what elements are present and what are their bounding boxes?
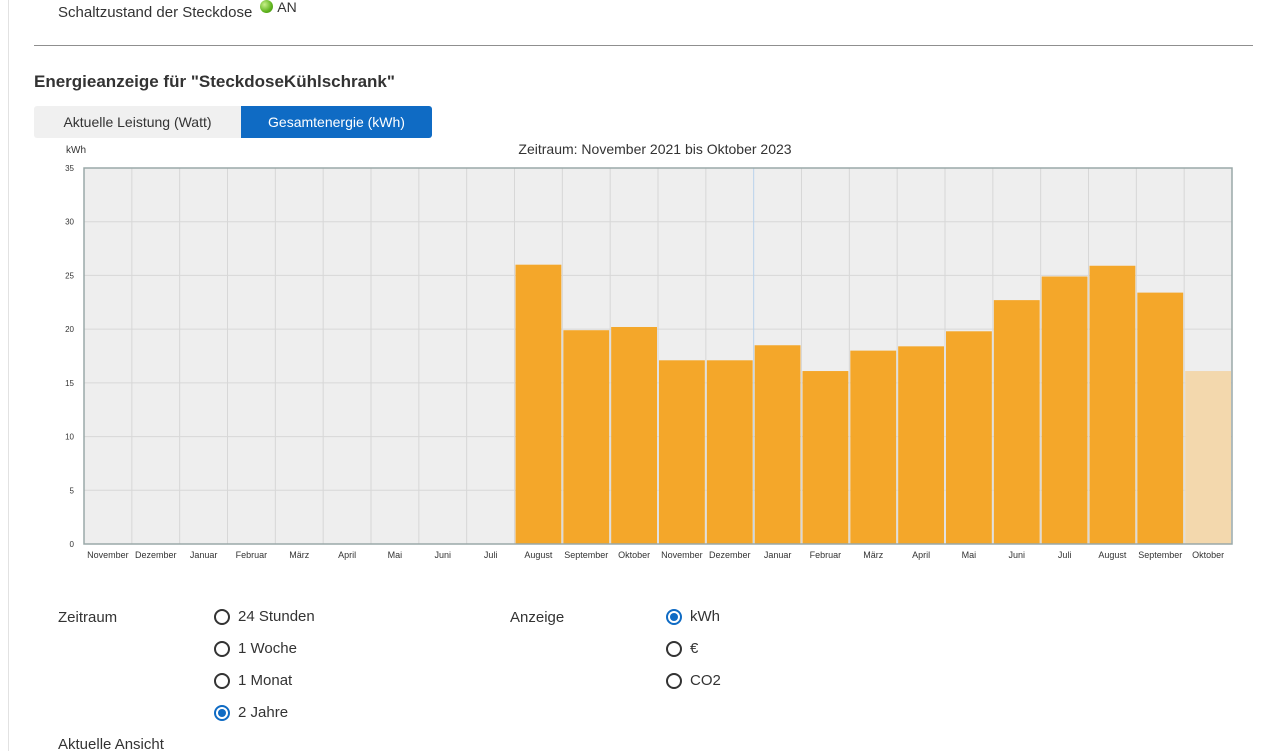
- energy-tabs: Aktuelle Leistung (Watt) Gesamtenergie (…: [34, 106, 432, 138]
- x-tick-label: April: [912, 550, 930, 560]
- x-tick-label: Oktober: [618, 550, 650, 560]
- display-label: Anzeige: [510, 609, 565, 626]
- period-option-label: 1 Woche: [238, 640, 297, 657]
- x-tick-label: Dezember: [135, 550, 177, 560]
- bar: [706, 360, 753, 544]
- period-option[interactable]: 2 Jahre: [214, 704, 288, 721]
- x-tick-label: November: [661, 550, 703, 560]
- switch-status-label: Schaltzustand der Steckdose: [58, 4, 253, 21]
- chart-title: Zeitraum: November 2021 bis Oktober 2023: [518, 141, 791, 157]
- radio-button[interactable]: [666, 672, 682, 689]
- bar: [515, 264, 562, 544]
- bar: [1137, 292, 1184, 544]
- radio-button[interactable]: [214, 704, 230, 721]
- plot-frame: [83, 167, 1233, 545]
- period-option-label: 1 Monat: [238, 672, 293, 689]
- y-tick-label: 0: [70, 540, 75, 549]
- energy-bar-chart: Zeitraum: November 2021 bis Oktober 2023…: [65, 141, 1233, 560]
- bar: [946, 331, 992, 544]
- period-option[interactable]: 1 Monat: [214, 672, 292, 689]
- display-option[interactable]: CO2: [666, 672, 721, 689]
- x-tick-label: Dezember: [709, 550, 751, 560]
- energy-heading: Energieanzeige für "SteckdoseKühlschrank…: [34, 72, 395, 91]
- bar: [898, 346, 944, 544]
- period-option-label: 24 Stunden: [238, 608, 315, 625]
- display-option-label: kWh: [690, 608, 720, 625]
- x-tick-label: September: [1138, 550, 1182, 560]
- period-option-label: 2 Jahre: [238, 704, 289, 721]
- tab-total-energy[interactable]: Gesamtenergie (kWh): [241, 106, 432, 138]
- y-tick-label: 5: [70, 486, 75, 495]
- period-label: Zeitraum: [58, 609, 118, 626]
- section-divider: [34, 45, 1253, 46]
- current-view-label: Aktuelle Ansicht: [58, 736, 164, 753]
- radio-button[interactable]: [666, 640, 682, 657]
- page-left-border: [8, 0, 9, 751]
- y-axis-label: kWh: [66, 145, 86, 156]
- y-tick-label: 10: [65, 433, 74, 442]
- x-tick-label: April: [338, 550, 356, 560]
- bar: [659, 360, 705, 544]
- x-tick-label: September: [564, 550, 608, 560]
- switch-status-value: AN: [277, 0, 297, 15]
- radio-button[interactable]: [666, 608, 682, 625]
- period-option[interactable]: 1 Woche: [214, 640, 297, 657]
- x-tick-label: November: [87, 550, 129, 560]
- bar: [611, 326, 657, 544]
- y-tick-label: 20: [65, 325, 74, 334]
- period-option[interactable]: 24 Stunden: [214, 608, 315, 625]
- bar: [802, 371, 849, 544]
- x-tick-label: Mai: [962, 550, 977, 560]
- bar: [563, 330, 610, 544]
- x-tick-label: August: [1098, 550, 1127, 560]
- switch-status-row: Schaltzustand der Steckdose AN: [58, 0, 297, 21]
- tab-current-power[interactable]: Aktuelle Leistung (Watt): [34, 106, 241, 138]
- radio-button[interactable]: [214, 672, 230, 689]
- radio-button[interactable]: [214, 608, 230, 625]
- bar: [1041, 276, 1088, 544]
- x-tick-label: August: [524, 550, 553, 560]
- display-option[interactable]: €: [666, 640, 698, 657]
- radio-button[interactable]: [214, 640, 230, 657]
- x-tick-label: März: [289, 550, 309, 560]
- bar-partial: [1185, 371, 1231, 544]
- y-tick-label: 15: [65, 379, 74, 388]
- x-tick-label: Januar: [764, 550, 792, 560]
- x-tick-label: Februar: [810, 550, 842, 560]
- y-tick-label: 25: [65, 271, 74, 280]
- x-tick-label: Juli: [484, 550, 498, 560]
- x-tick-label: März: [863, 550, 883, 560]
- y-tick-label: 35: [65, 164, 74, 173]
- x-tick-label: Februar: [236, 550, 268, 560]
- x-tick-label: Oktober: [1192, 550, 1224, 560]
- bar: [754, 345, 801, 544]
- y-tick-label: 30: [65, 218, 74, 227]
- bar: [1089, 265, 1136, 544]
- x-tick-label: Juli: [1058, 550, 1072, 560]
- status-led-icon: [260, 0, 274, 13]
- bar: [993, 300, 1040, 544]
- x-tick-label: Mai: [388, 550, 403, 560]
- display-option-label: €: [690, 640, 699, 657]
- display-option-label: CO2: [690, 672, 721, 689]
- x-tick-label: Juni: [434, 550, 451, 560]
- bar: [850, 350, 897, 544]
- display-option[interactable]: kWh: [666, 608, 720, 625]
- x-tick-label: Juni: [1008, 550, 1025, 560]
- x-tick-label: Januar: [190, 550, 218, 560]
